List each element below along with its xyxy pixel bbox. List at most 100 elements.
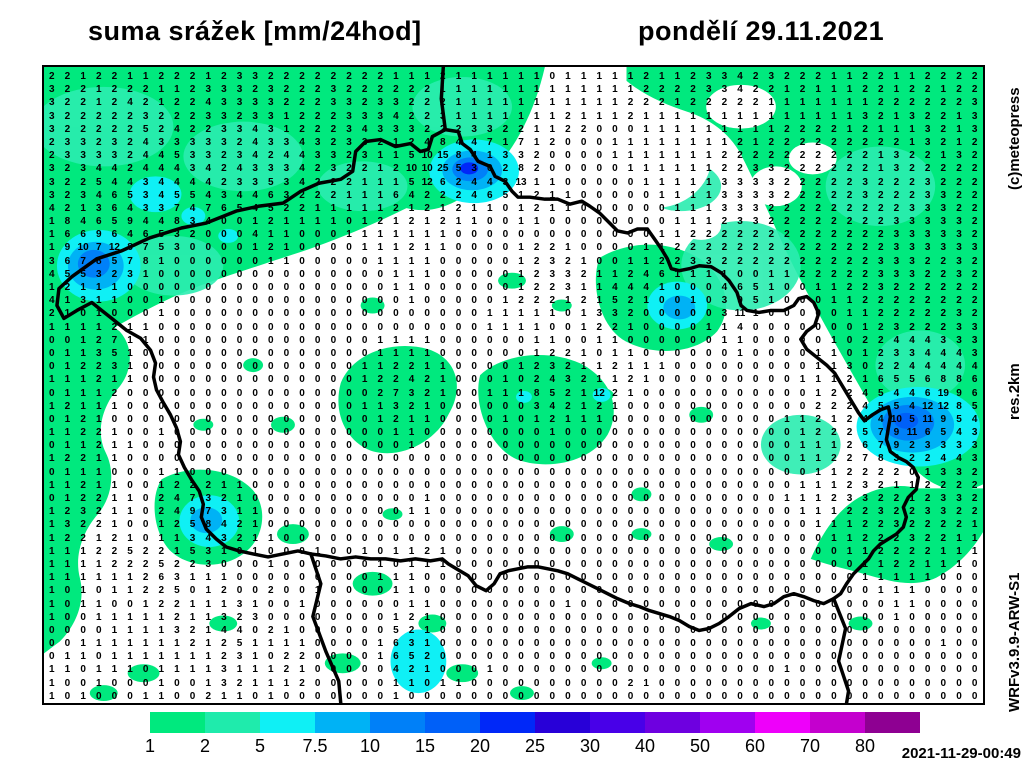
grid-value: 0 [580, 677, 587, 689]
grid-value: 0 [768, 400, 775, 412]
grid-value: 1 [49, 400, 55, 412]
color-scale-tick-label: 1 [144, 736, 156, 756]
grid-value: 2 [846, 163, 853, 175]
grid-value: 2 [956, 84, 962, 96]
grid-value: 1 [612, 84, 618, 96]
color-scale-segment [755, 712, 810, 733]
grid-value: 1 [111, 282, 118, 293]
grid-value: 0 [612, 413, 618, 425]
grid-value: 1 [252, 677, 258, 689]
grid-value: 1 [158, 664, 165, 676]
grid-value: 0 [643, 216, 649, 228]
grid-value: 0 [314, 453, 321, 465]
grid-value: 2 [909, 163, 915, 175]
grid-value: 1 [408, 282, 415, 293]
grid-value: 0 [659, 295, 665, 307]
grid-value: 0 [549, 321, 556, 333]
grid-value: 4 [862, 387, 868, 399]
grid-value: 0 [924, 611, 931, 623]
grid-value: 0 [674, 361, 681, 373]
grid-value: 0 [174, 361, 180, 373]
grid-value: 0 [283, 453, 290, 465]
grid-value: 0 [956, 598, 962, 610]
grid-value: 2 [799, 229, 806, 241]
grid-value: 2 [455, 123, 462, 135]
grid-value: 0 [674, 506, 681, 518]
grid-value: 0 [846, 651, 853, 663]
grid-value: 2 [862, 334, 868, 346]
grid-value: 0 [440, 611, 446, 623]
grid-value: 0 [127, 282, 133, 293]
grid-value: 0 [549, 585, 556, 597]
grid-value: 3 [877, 268, 884, 280]
grid-value: 0 [799, 638, 806, 650]
grid-value: 1 [408, 347, 415, 359]
grid-value: 1 [377, 229, 384, 241]
grid-value: 0 [690, 400, 696, 412]
grid-value: 0 [205, 242, 211, 254]
grid-value: 4 [627, 282, 634, 293]
grid-value: 0 [283, 690, 290, 702]
grid-value: 10 [405, 163, 418, 175]
grid-value: 2 [831, 229, 837, 241]
grid-value: 0 [314, 558, 321, 570]
grid-value: 0 [314, 690, 321, 702]
grid-value: 1 [80, 321, 86, 333]
grid-value: 2 [877, 532, 884, 544]
grid-value: 2 [862, 519, 868, 531]
grid-value: 1 [252, 242, 258, 254]
grid-value: 1 [705, 216, 712, 228]
grid-value: 3 [565, 374, 571, 386]
grid-value: 0 [518, 624, 524, 636]
grid-value: 0 [283, 519, 290, 531]
grid-value: 0 [361, 506, 368, 518]
grid-value: 1 [268, 558, 274, 570]
grid-value: 0 [393, 453, 399, 465]
grid-value: 2 [64, 202, 71, 214]
grid-value: 1 [393, 585, 399, 597]
grid-value: 0 [283, 506, 290, 518]
grid-value: 0 [721, 545, 728, 557]
grid-value: 2 [846, 374, 853, 386]
grid-value: 0 [815, 677, 821, 689]
grid-value: 2 [815, 413, 821, 425]
grid-value: 1 [424, 558, 430, 570]
grid-value: 0 [768, 479, 775, 491]
grid-value: 0 [377, 690, 384, 702]
grid-value: 0 [330, 427, 337, 439]
grid-value: 0 [502, 611, 509, 623]
grid-value: 1 [596, 361, 603, 373]
grid-value: 0 [580, 545, 587, 557]
grid-value: 2 [377, 84, 384, 96]
grid-value: 2 [721, 97, 728, 109]
grid-value: 0 [299, 545, 305, 557]
grid-value: 2 [909, 453, 915, 465]
grid-value: 1 [205, 651, 211, 663]
grid-value: 1 [815, 374, 821, 386]
grid-value: 2 [705, 97, 712, 109]
grid-value: 0 [361, 519, 368, 531]
grid-value: 1 [612, 374, 618, 386]
grid-value: 0 [330, 493, 337, 504]
grid-value: 0 [158, 413, 165, 425]
grid-value: 2 [971, 150, 978, 162]
grid-value: 0 [440, 268, 446, 280]
grid-value: 0 [612, 427, 618, 439]
grid-value: 0 [674, 585, 681, 597]
grid-value: 1 [127, 374, 133, 386]
grid-value: 0 [627, 572, 634, 584]
grid-value: 3 [940, 440, 947, 452]
grid-value: 0 [158, 453, 165, 465]
grid-value: 0 [659, 519, 665, 531]
grid-value: 0 [486, 334, 493, 346]
grid-value: 2 [862, 136, 868, 148]
grid-value: 4 [299, 176, 305, 188]
grid-value: 2 [846, 427, 853, 439]
grid-value: 6 [64, 229, 71, 241]
grid-value: 0 [846, 585, 853, 597]
grid-value: 1 [674, 150, 681, 162]
grid-value: 2 [940, 479, 947, 491]
